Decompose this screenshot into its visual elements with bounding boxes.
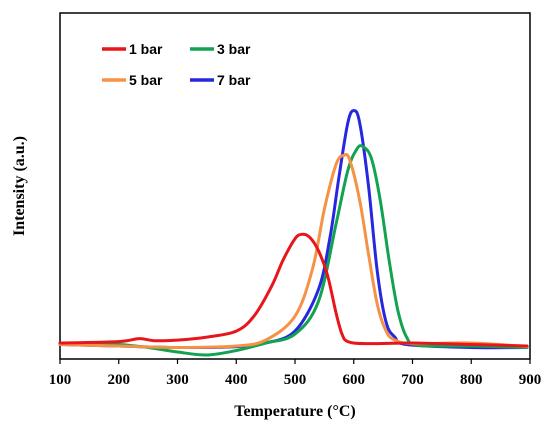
series-line-3-bar: [58, 144, 529, 357]
x-tick-label: 700: [401, 372, 424, 388]
x-tick-label: 400: [225, 372, 248, 388]
legend-label-3-bar: 3 bar: [217, 41, 251, 57]
x-tick-label: 200: [108, 372, 131, 388]
legend: 1 bar 3 bar 5 bar 7 bar: [102, 41, 251, 88]
legend-label-5-bar: 5 bar: [129, 72, 163, 88]
x-tick-label: 600: [343, 372, 366, 388]
series-line-1-bar: [58, 232, 529, 348]
x-tick-label: 500: [284, 372, 307, 388]
x-tick-label: 300: [166, 372, 189, 388]
plot-area-frame: [59, 12, 531, 360]
y-axis-title: Intensity (a.u.): [11, 136, 28, 236]
x-axis-title: Temperature (°C): [234, 403, 355, 420]
x-tick-label: 100: [49, 372, 72, 388]
series-line-7-bar: [58, 109, 529, 350]
series-layer: [58, 109, 529, 357]
x-axis: 100 200 300 400 500 600 700 800 900: [49, 359, 542, 388]
x-tick-label: 800: [460, 372, 483, 388]
legend-label-1-bar: 1 bar: [129, 41, 163, 57]
legend-label-7-bar: 7 bar: [217, 72, 251, 88]
series-line-5-bar: [58, 152, 529, 349]
x-tick-label: 900: [519, 372, 542, 388]
